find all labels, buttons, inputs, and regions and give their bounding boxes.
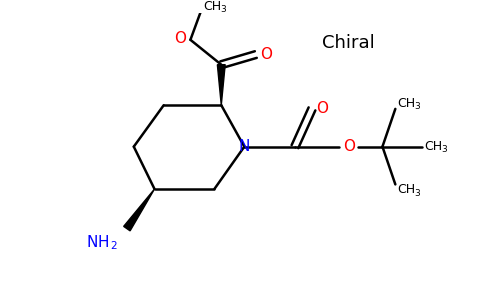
Text: 3: 3: [441, 146, 447, 154]
Text: 3: 3: [415, 102, 421, 111]
Text: O: O: [174, 31, 186, 46]
Text: CH: CH: [398, 97, 416, 110]
Text: H: H: [97, 235, 109, 250]
Polygon shape: [217, 65, 225, 105]
Text: Chiral: Chiral: [321, 34, 374, 52]
Text: CH: CH: [203, 0, 221, 13]
Text: N: N: [239, 139, 250, 154]
Text: 3: 3: [220, 5, 226, 14]
Text: O: O: [316, 101, 328, 116]
Text: N: N: [87, 235, 98, 250]
Text: CH: CH: [424, 140, 442, 153]
Text: O: O: [260, 47, 272, 62]
Text: 2: 2: [111, 241, 117, 251]
Text: O: O: [343, 139, 355, 154]
Polygon shape: [124, 189, 154, 231]
Text: CH: CH: [398, 183, 416, 196]
Text: 3: 3: [415, 189, 421, 198]
